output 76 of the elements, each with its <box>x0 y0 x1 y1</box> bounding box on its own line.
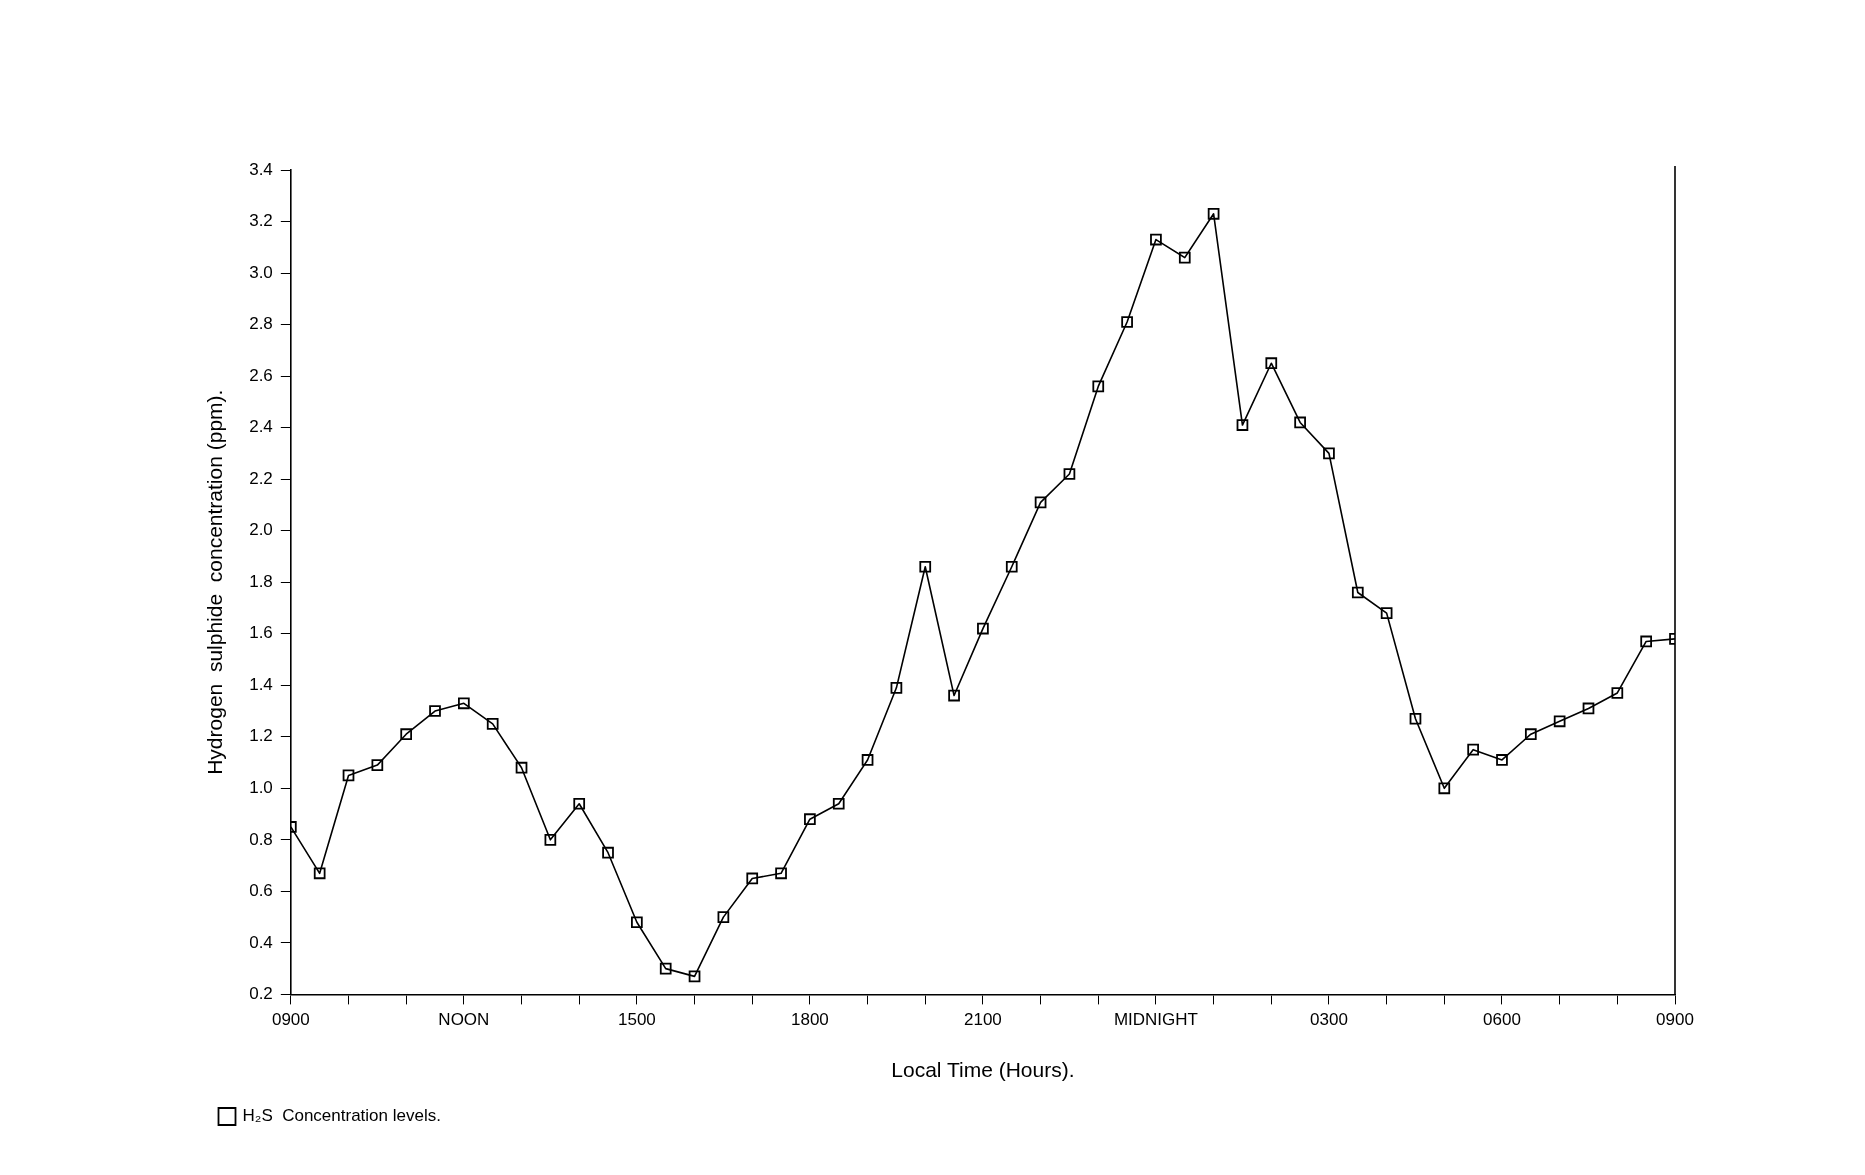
x-axis-title: Local Time (Hours). <box>891 1058 1075 1082</box>
point <box>861 754 874 766</box>
point <box>313 867 326 880</box>
point <box>1063 468 1076 480</box>
y-tick-label: 2.0 <box>249 520 273 540</box>
point <box>515 761 528 774</box>
point <box>342 769 355 782</box>
x-tick-label: 1800 <box>790 1010 829 1030</box>
point <box>573 797 586 810</box>
y-tick-label: 1.8 <box>249 571 273 591</box>
point <box>602 846 614 859</box>
y-tick-label: 2.2 <box>249 468 273 488</box>
y-tick-label: 3.0 <box>249 262 273 282</box>
point <box>1207 207 1220 220</box>
point <box>1640 635 1653 648</box>
y-tick-label: 0.2 <box>249 984 273 1004</box>
point <box>1582 702 1595 715</box>
point <box>429 705 441 717</box>
point <box>804 813 816 826</box>
point <box>659 962 672 975</box>
point <box>1121 316 1133 328</box>
point <box>1553 715 1566 728</box>
y-tick-label: 0.4 <box>249 932 273 952</box>
y-tick-label: 2.4 <box>249 417 273 437</box>
point <box>1092 380 1105 393</box>
point <box>1380 607 1393 619</box>
point <box>486 718 499 730</box>
y-tick-label: 0.8 <box>249 829 273 849</box>
y-tick-label: 1.4 <box>249 674 273 694</box>
point <box>1034 496 1047 509</box>
point <box>1265 357 1278 370</box>
point <box>688 970 701 983</box>
point <box>1005 560 1018 573</box>
point <box>919 560 932 573</box>
x-tick-label: 0300 <box>1310 1010 1348 1030</box>
y-tick-label: 1.6 <box>249 623 273 643</box>
x-tick-label: NOON <box>438 1010 490 1030</box>
point <box>717 911 730 923</box>
point <box>1351 586 1364 599</box>
y-tick-label: 2.6 <box>249 365 273 385</box>
y-tick-label: 3.2 <box>249 211 273 231</box>
x-tick-label: 2100 <box>964 1010 1002 1030</box>
point <box>1409 712 1422 725</box>
point <box>1467 743 1479 756</box>
x-tick-label: 0900 <box>271 1010 310 1030</box>
point <box>977 622 989 635</box>
point <box>1236 419 1249 431</box>
point <box>1323 447 1335 460</box>
point <box>544 833 557 846</box>
y-tick-label: 0.6 <box>249 881 273 901</box>
x-tick-label: 0900 <box>1656 1010 1694 1030</box>
point <box>1496 754 1508 766</box>
y-tick-label: 1.2 <box>249 726 273 746</box>
point <box>948 689 960 702</box>
legend-label: H₂S Concentration levels. <box>242 1106 441 1126</box>
y-tick-label: 2.8 <box>249 314 273 334</box>
point <box>1611 687 1624 699</box>
x-tick-label: MIDNIGHT <box>1113 1010 1198 1030</box>
point <box>775 867 787 880</box>
point <box>400 728 413 741</box>
y-tick-label: 3.4 <box>249 159 273 179</box>
point <box>631 916 643 929</box>
point <box>832 797 845 810</box>
x-tick-label: 0600 <box>1483 1010 1521 1030</box>
point <box>1438 782 1451 795</box>
point <box>1150 233 1162 246</box>
point <box>1524 728 1537 741</box>
y-tick-label: 1.0 <box>249 777 273 797</box>
point <box>1294 416 1306 429</box>
point <box>1178 251 1191 264</box>
y-axis-title: Hydrogen sulphide concentration (ppm). <box>203 389 227 775</box>
point <box>890 681 903 694</box>
point <box>371 759 384 771</box>
x-tick-label: 1500 <box>617 1010 656 1030</box>
point <box>746 872 759 885</box>
point <box>458 697 470 710</box>
